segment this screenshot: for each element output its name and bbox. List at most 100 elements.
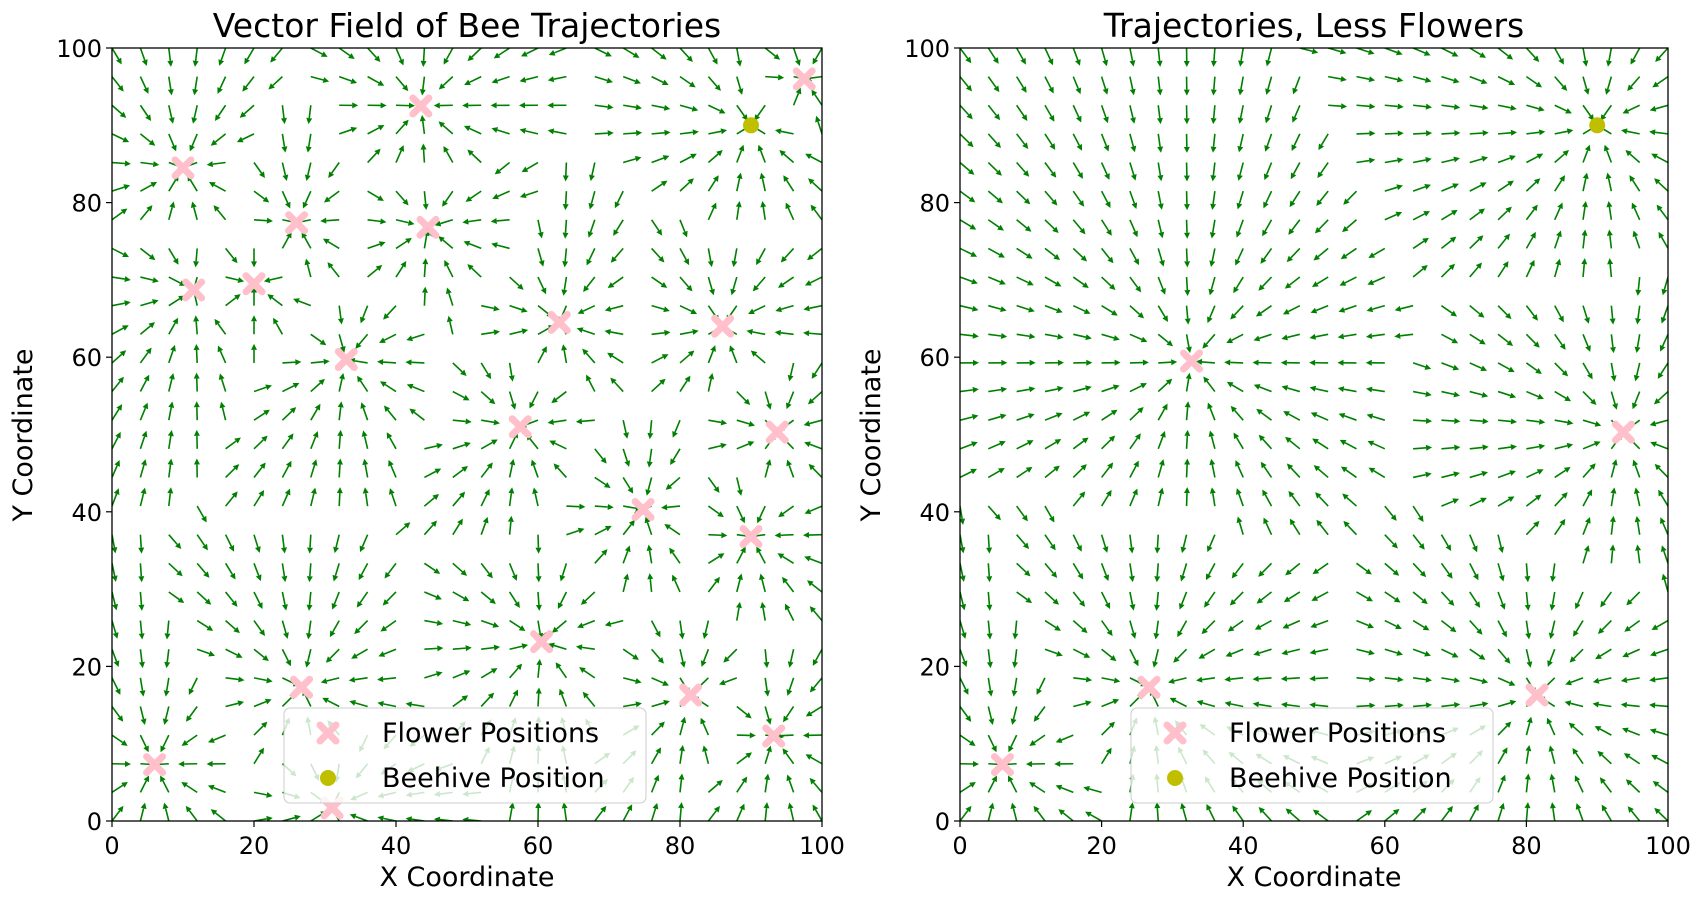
vector-arrow: [139, 374, 150, 392]
vector-arrow: [217, 345, 227, 364]
vector-arrow: [508, 458, 516, 478]
vector-arrow: [112, 431, 121, 450]
vector-arrow: [253, 384, 272, 393]
vector-arrow: [168, 344, 176, 364]
vector-arrow: [577, 619, 596, 629]
vector-arrow: [1412, 362, 1432, 370]
vector-arrow: [1565, 677, 1584, 686]
vector-arrow: [1101, 677, 1121, 684]
vector-arrow: [193, 372, 200, 392]
vector-arrow: [1497, 155, 1516, 164]
vector-arrow: [1365, 333, 1385, 340]
vector-arrow: [764, 773, 771, 793]
vector-arrow: [708, 104, 726, 114]
vector-arrow: [960, 648, 968, 668]
vector-arrow: [803, 304, 822, 312]
vector-arrow: [253, 435, 268, 450]
vector-arrow: [1340, 247, 1357, 260]
vector-arrow: [1582, 489, 1593, 507]
vector-arrow: [782, 706, 795, 723]
vector-arrow: [1497, 774, 1506, 793]
vector-arrow: [1582, 545, 1590, 564]
vector-arrow: [1582, 463, 1596, 478]
vector-arrow: [1634, 515, 1641, 535]
vector-arrow: [1600, 104, 1613, 121]
vector-arrow: [491, 127, 510, 135]
vector-arrow: [562, 191, 569, 211]
vector-arrow: [1288, 219, 1301, 235]
vector-arrow: [561, 276, 568, 296]
vector-arrow: [1609, 515, 1616, 535]
chart-left-axes-frame: [111, 47, 823, 822]
vector-arrow: [1549, 773, 1556, 793]
vector-arrow: [960, 133, 974, 148]
vector-arrow: [1366, 386, 1385, 393]
vector-arrow: [1157, 305, 1169, 322]
vector-arrow: [1101, 409, 1118, 421]
vector-arrow: [644, 516, 653, 535]
vector-arrow: [594, 476, 611, 488]
vector-arrow: [537, 276, 547, 295]
vector-arrow: [1441, 390, 1460, 398]
vector-arrow: [1384, 676, 1404, 683]
vector-arrow: [1600, 591, 1613, 608]
vector-arrow: [1649, 676, 1668, 683]
vector-arrow: [535, 534, 542, 554]
vector-arrow: [281, 620, 289, 639]
vector-arrow: [1384, 505, 1397, 521]
vector-arrow: [491, 75, 510, 84]
vector-arrow: [1554, 518, 1566, 536]
vector-arrow: [1016, 219, 1032, 232]
vector-arrow: [736, 776, 748, 793]
vector-arrow: [491, 242, 510, 250]
vector-arrow: [1157, 431, 1166, 450]
vector-arrow: [1129, 190, 1138, 210]
beehive-marker: [743, 117, 759, 134]
vector-arrow: [1233, 276, 1244, 294]
flower-marker: [711, 314, 735, 338]
vector-arrow: [1309, 333, 1329, 340]
chart-right-xticks: 0 20 40 60 80 100: [952, 821, 1691, 860]
vector-arrow: [270, 48, 284, 63]
vector-arrow: [1441, 418, 1461, 425]
vector-arrow: [671, 574, 681, 593]
vector-arrow: [707, 175, 719, 192]
vector-arrow: [509, 328, 529, 336]
vector-arrow: [1044, 48, 1054, 66]
vector-arrow: [178, 760, 198, 767]
vector-arrow: [987, 219, 1004, 231]
vector-arrow: [1129, 591, 1136, 611]
vector-arrow: [960, 760, 979, 767]
vector-arrow: [193, 429, 200, 449]
y-tick-label: 20: [71, 653, 102, 681]
vector-arrow: [1100, 190, 1111, 208]
vector-arrow: [1497, 591, 1506, 610]
vector-arrow: [1100, 534, 1109, 553]
vector-arrow: [583, 276, 596, 293]
vector-arrow: [678, 773, 685, 793]
vector-arrow: [1280, 359, 1300, 366]
vector-arrow: [1469, 701, 1489, 708]
vector-arrow: [1525, 259, 1535, 278]
vector-arrow: [1384, 591, 1401, 603]
y-tick-label: 100: [56, 35, 102, 63]
vector-arrow: [736, 732, 756, 739]
vector-arrow: [594, 48, 612, 57]
vector-arrow: [452, 670, 471, 679]
vector-arrow: [707, 202, 717, 221]
vector-arrow: [380, 619, 397, 632]
vector-arrow: [986, 591, 993, 611]
vector-arrow: [519, 102, 539, 109]
vector-arrow: [700, 648, 710, 667]
vector-arrow: [193, 343, 200, 363]
vector-arrow: [1100, 104, 1109, 124]
vector-arrow: [1342, 493, 1358, 507]
vector-arrow: [452, 645, 472, 652]
vector-arrow: [320, 677, 340, 684]
vector-arrow: [551, 619, 567, 633]
vector-arrow: [336, 458, 343, 478]
vector-arrow: [1205, 562, 1216, 581]
vector-arrow: [112, 760, 131, 767]
vector-arrow: [1582, 362, 1593, 380]
vector-arrow: [960, 468, 977, 479]
